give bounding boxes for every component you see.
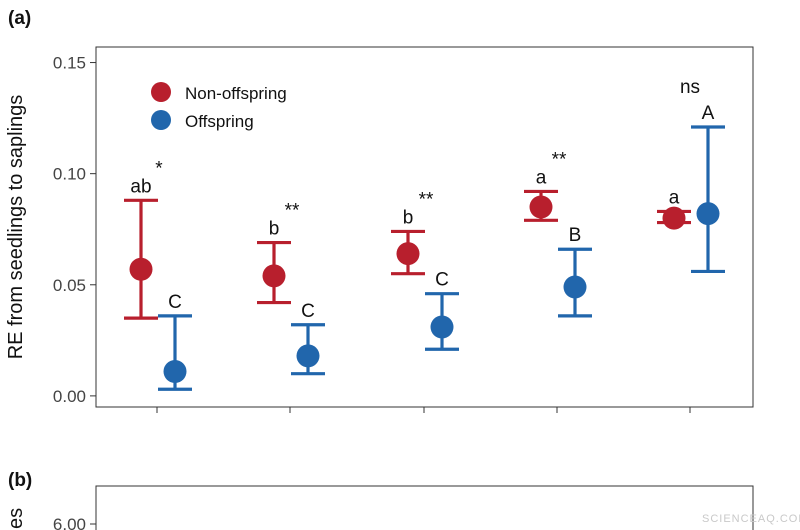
letter-label-offspring: C [301, 301, 315, 322]
panel-a-x-axis [156, 407, 691, 413]
y-tick-label: 0.05 [53, 276, 86, 295]
point-offspring [296, 344, 320, 368]
significance-label: ** [552, 149, 567, 170]
significance-label: ns [680, 77, 700, 98]
point-non-offspring [262, 264, 286, 288]
point-non-offspring [662, 206, 686, 230]
letter-label-non-offspring: b [269, 219, 280, 240]
panel-a-label: (a) [8, 8, 31, 29]
point-non-offspring [396, 242, 420, 266]
letter-label-offspring: A [702, 103, 715, 124]
panel-b-plot-frame [95, 485, 754, 530]
panel-b-y-axis-title: es [5, 508, 27, 529]
point-offspring [430, 315, 454, 339]
significance-label: ** [419, 189, 434, 210]
legend-swatch-non-offspring [151, 82, 171, 102]
panel-a-y-axis-title: RE from seedlings to saplings [5, 95, 27, 360]
point-offspring [563, 275, 587, 299]
letter-label-offspring: C [435, 270, 449, 291]
legend-label-offspring: Offspring [185, 112, 254, 131]
panel-b-y-tick-label: 6.00 [53, 515, 86, 530]
y-tick-label: 0.10 [53, 165, 86, 184]
legend-label-non-offspring: Non-offspring [185, 84, 287, 103]
y-tick-label: 0.00 [53, 387, 86, 406]
point-offspring [696, 202, 720, 226]
letter-label-offspring: C [168, 292, 182, 313]
panel-a-y-axis: 0.00 0.05 0.10 0.15 [53, 54, 96, 406]
letter-label-non-offspring: a [669, 187, 680, 208]
letter-label-non-offspring: b [403, 207, 414, 228]
y-tick-label: 0.15 [53, 54, 86, 73]
letter-label-non-offspring: a [536, 167, 547, 188]
watermark: SCIENCEAQ.COM [702, 513, 800, 525]
letter-label-non-offspring: ab [130, 176, 151, 197]
point-non-offspring [129, 257, 153, 281]
panel-b-label: (b) [8, 470, 32, 491]
panel-b: (b) 6.00 es [5, 470, 754, 530]
letter-label-offspring: B [569, 225, 582, 246]
point-non-offspring [529, 195, 553, 219]
point-offspring [163, 359, 187, 383]
significance-label: * [155, 158, 163, 179]
legend-swatch-offspring [151, 110, 171, 130]
panel-a: (a) 0.00 0.05 0.10 0.15 RE from seedlings t… [5, 8, 754, 413]
panel-a-marks [124, 125, 725, 391]
significance-label: ** [285, 201, 300, 222]
legend: Non-offspring Offspring [151, 82, 287, 131]
